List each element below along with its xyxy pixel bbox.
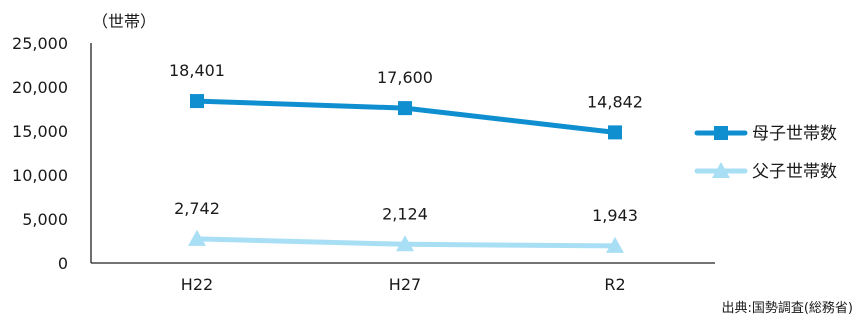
y-tick-label: 5,000: [22, 210, 68, 229]
legend-label: 母子世帯数: [752, 124, 837, 144]
legend-marker: [712, 162, 730, 178]
data-label: 17,600: [377, 68, 433, 87]
x-tick-label: R2: [604, 275, 625, 294]
data-point: [188, 229, 206, 246]
data-label: 1,943: [592, 206, 638, 225]
y-tick-label: 20,000: [12, 78, 68, 97]
data-point: [190, 94, 204, 109]
data-point: [608, 125, 622, 140]
data-label: 18,401: [169, 61, 225, 80]
y-tick-label: 10,000: [12, 166, 68, 185]
data-labels: 18,401 17,600 14,842 2,742 2,124 1,943: [169, 61, 643, 225]
series-layer: [188, 94, 624, 253]
source-note: 出典:国勢調査(総務省): [721, 301, 853, 316]
data-point: [606, 236, 624, 253]
data-point: [396, 235, 414, 252]
x-tick-label: H22: [181, 275, 213, 294]
y-tick-label: 25,000: [12, 34, 68, 53]
y-unit-label: （世帯）: [92, 12, 156, 31]
axes: 0 5,000 10,000 15,000 20,000 25,000 H22 H27 R2: [12, 34, 715, 294]
data-label: 2,124: [382, 204, 428, 223]
y-tick-label: 0: [58, 254, 68, 273]
data-point: [398, 101, 412, 116]
y-tick-label: 15,000: [12, 122, 68, 141]
x-tick-label: H27: [389, 275, 421, 294]
legend-marker: [714, 126, 728, 140]
data-label: 2,742: [174, 199, 220, 218]
legend-label: 父子世帯数: [752, 162, 837, 182]
data-label: 14,842: [587, 92, 643, 111]
